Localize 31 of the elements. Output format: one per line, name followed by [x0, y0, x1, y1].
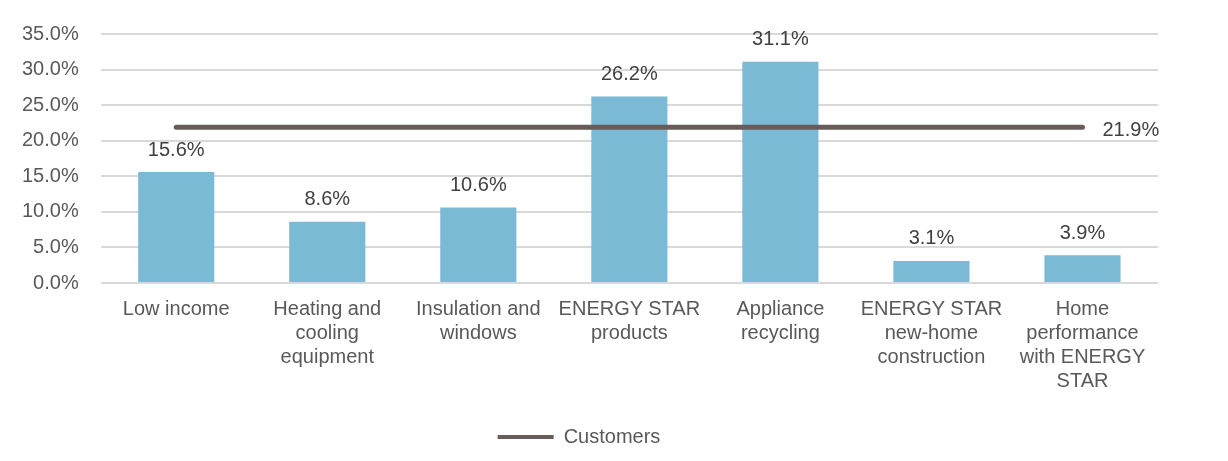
y-tick-label: 15.0%: [21, 163, 79, 186]
bar: [440, 207, 517, 282]
bar: [289, 221, 366, 282]
data-label: 26.2%: [601, 62, 658, 85]
x-tick-label: Low income: [122, 296, 230, 319]
bar: [742, 61, 819, 282]
y-tick-label: 10.0%: [21, 199, 79, 222]
x-tick-label: Insulation and windows: [416, 296, 541, 343]
x-tick-label: Heating and cooling equipment: [273, 296, 382, 367]
data-label: 3.9%: [1059, 220, 1106, 243]
data-label: 21.9%: [1102, 117, 1160, 140]
data-label: 31.1%: [752, 27, 809, 50]
x-tick-label: ENERGY STAR products: [558, 296, 701, 343]
y-tick-label: 35.0%: [21, 21, 79, 44]
bar: [1044, 255, 1121, 282]
y-tick-label: 5.0%: [33, 234, 79, 257]
data-label: 8.6%: [304, 187, 351, 210]
y-tick-label: 30.0%: [21, 57, 79, 80]
y-tick-label: 25.0%: [21, 92, 79, 115]
x-tick-label: Appliance recycling: [736, 296, 825, 343]
data-label: 15.6%: [147, 137, 205, 160]
y-tick-label: 20.0%: [21, 128, 79, 151]
bar: [591, 96, 668, 282]
bar: [893, 260, 970, 282]
legend-label: Customers: [563, 424, 661, 447]
x-tick-label: Home performance with ENERGY STAR: [1018, 296, 1146, 391]
bar: [138, 172, 215, 282]
y-tick-label: 0.0%: [33, 270, 79, 293]
x-tick-label: ENERGY STAR new-home construction: [860, 296, 1003, 367]
data-label: 3.1%: [908, 226, 955, 249]
data-label: 10.6%: [449, 173, 507, 196]
